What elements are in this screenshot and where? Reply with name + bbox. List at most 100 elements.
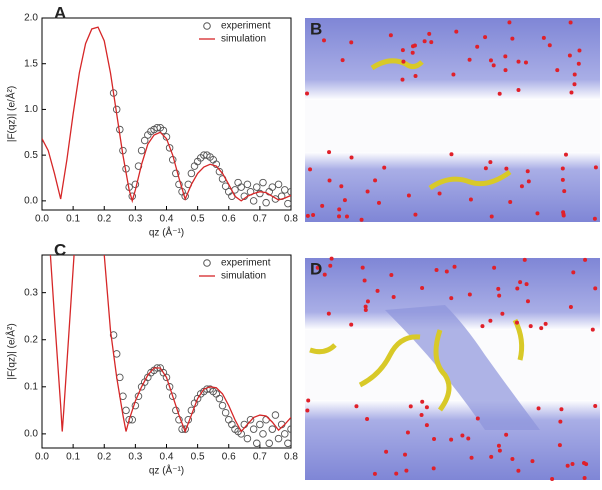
- x-tick-label: 0.1: [66, 452, 80, 463]
- atom: [410, 50, 415, 55]
- atom: [543, 321, 548, 326]
- atom: [489, 454, 494, 459]
- atom: [516, 468, 521, 473]
- x-tick-label: 0.5: [191, 214, 205, 225]
- atom: [408, 404, 413, 409]
- atom: [434, 267, 439, 272]
- atom: [572, 72, 577, 77]
- atom: [480, 324, 485, 329]
- atom: [518, 280, 523, 285]
- atom: [365, 299, 370, 304]
- x-tick-label: 0.2: [97, 214, 111, 225]
- atom: [326, 311, 331, 316]
- atom: [424, 423, 429, 428]
- x-axis-label: qz (Å⁻¹): [149, 464, 184, 477]
- data-point: [234, 178, 242, 187]
- x-tick-label: 0.5: [191, 452, 205, 463]
- atom: [562, 189, 567, 194]
- molecular-image-b: [305, 18, 600, 222]
- atom: [535, 211, 540, 216]
- y-tick-label: 0.5: [24, 150, 38, 161]
- atom: [516, 59, 521, 64]
- data-point: [249, 197, 258, 205]
- panel-label: C: [54, 240, 66, 259]
- data-point: [221, 182, 230, 190]
- legend-label: experiment: [221, 21, 271, 32]
- atom: [489, 214, 494, 219]
- atom: [419, 413, 424, 418]
- atom: [429, 40, 434, 45]
- y-tick-label: 0.0: [24, 195, 38, 206]
- atom: [593, 404, 598, 409]
- atom: [359, 217, 364, 222]
- data-point: [259, 178, 267, 187]
- atom: [454, 29, 459, 34]
- atom: [449, 152, 454, 157]
- atom: [483, 35, 488, 40]
- atom: [567, 53, 572, 58]
- x-axis-label: qz (Å⁻¹): [149, 226, 184, 239]
- atom: [555, 68, 560, 73]
- atom: [404, 468, 409, 473]
- atom: [526, 179, 531, 184]
- data-point: [259, 430, 267, 438]
- atom: [424, 405, 429, 410]
- data-point: [178, 425, 186, 433]
- atom: [583, 257, 588, 262]
- data-point: [287, 425, 291, 433]
- atom: [582, 476, 587, 481]
- atom: [388, 33, 393, 38]
- atom: [514, 320, 519, 325]
- data-point: [153, 123, 161, 132]
- atom: [497, 293, 502, 298]
- data-point: [271, 195, 280, 203]
- atom: [524, 282, 529, 287]
- data-point: [253, 183, 261, 191]
- plot-frame: [41, 17, 292, 211]
- atom: [305, 91, 310, 96]
- data-point: [274, 180, 283, 189]
- x-tick-label: 0.7: [253, 214, 267, 225]
- x-tick-label: 0.0: [35, 214, 49, 225]
- atom: [328, 263, 333, 268]
- peptide: [309, 343, 337, 355]
- data-point: [268, 183, 277, 191]
- lipid-band: [305, 152, 600, 222]
- molecular-image-d: [305, 258, 600, 480]
- plot-area: [42, 26, 291, 208]
- x-tick-label: 0.6: [222, 214, 236, 225]
- atom: [437, 191, 442, 196]
- data-point: [281, 186, 289, 194]
- atom: [510, 457, 515, 462]
- x-tick-label: 0.3: [128, 214, 142, 225]
- atom: [362, 278, 367, 283]
- atom: [372, 471, 377, 476]
- atom: [382, 165, 387, 170]
- atom: [337, 207, 342, 212]
- atom: [340, 58, 345, 63]
- data-point: [109, 331, 118, 339]
- atom: [363, 304, 368, 309]
- data-point: [281, 430, 289, 438]
- atom: [342, 198, 347, 203]
- atom: [449, 296, 454, 301]
- atom: [515, 286, 520, 291]
- atom: [503, 68, 508, 73]
- atom: [582, 460, 587, 465]
- x-tick-label: 0.1: [66, 214, 80, 225]
- x-tick-label: 0.8: [284, 214, 298, 225]
- data-point: [215, 167, 224, 176]
- atom: [507, 20, 512, 25]
- atom: [557, 443, 562, 448]
- atom: [391, 295, 396, 300]
- peptide: [370, 58, 424, 71]
- data-point: [243, 434, 252, 443]
- data-point: [190, 162, 199, 170]
- atom: [394, 471, 399, 476]
- atom: [577, 48, 582, 53]
- atom: [592, 216, 597, 221]
- atom: [322, 272, 327, 277]
- atom: [349, 322, 354, 327]
- data-point: [165, 383, 174, 391]
